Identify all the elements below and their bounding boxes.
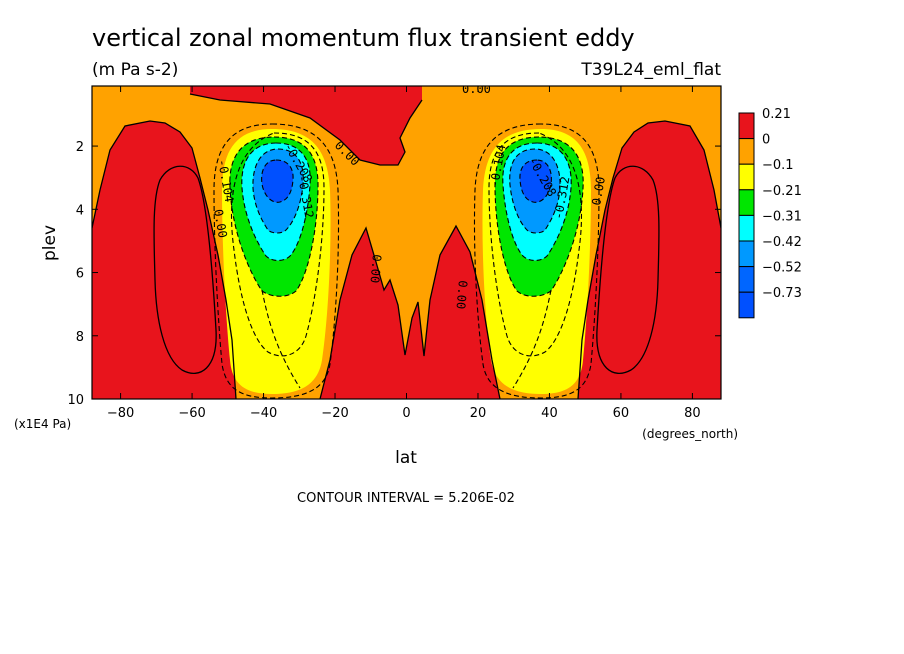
colorbar-label: 0.21 — [762, 107, 791, 122]
contour-neg-right-5 — [509, 148, 561, 234]
contour-neg-right-2 — [488, 132, 583, 357]
contour-label: 0.00 — [462, 82, 491, 96]
lobe-left-deep — [261, 160, 294, 203]
colorbar-label: −0.73 — [762, 286, 802, 301]
x-tick-label: 80 — [684, 406, 701, 421]
colorbar-swatch — [738, 240, 755, 268]
contour-neg-left-7 — [261, 289, 301, 389]
colorbar-swatch — [738, 266, 755, 293]
contour-zero-top — [189, 93, 423, 166]
x-axis-units: (degrees_north) — [642, 427, 738, 441]
contour-neg-left-3 — [229, 136, 319, 297]
colorbar: 0.21 0 −0.1 −0.21 −0.31 −0.42 −0.52 −0.73 — [738, 107, 802, 319]
colorbar-label: −0.52 — [762, 261, 802, 276]
colorbar-label: −0.21 — [762, 184, 802, 199]
y-tick-label: 4 — [76, 203, 84, 218]
contour-inner-left — [153, 165, 217, 375]
contour-neg-right-3 — [494, 136, 584, 297]
contour-zero-left — [92, 120, 237, 399]
region-positive-left — [92, 121, 236, 399]
colorbar-label: −0.42 — [762, 235, 802, 250]
x-tick-label: 20 — [470, 406, 487, 421]
contour-label: 0.00 — [453, 280, 469, 310]
x-tick-label: −20 — [321, 406, 348, 421]
x-tick-label: 0 — [402, 406, 410, 421]
region-positive-top — [190, 86, 422, 165]
contour-neg-left-6 — [261, 159, 294, 203]
colorbar-swatch — [738, 138, 755, 165]
chart-units: (m Pa s-2) — [92, 60, 178, 80]
chart-title: vertical zonal momentum flux transient e… — [92, 24, 635, 52]
y-tick-label: 10 — [67, 393, 84, 408]
y-axis-label: plev — [40, 225, 60, 261]
colorbar-swatch — [738, 112, 755, 140]
x-tick-label: −80 — [107, 406, 134, 421]
contour-inner-right — [596, 165, 660, 375]
colorbar-swatch — [738, 214, 755, 242]
contour-label: 0.00 — [367, 254, 383, 284]
x-tick-label: −60 — [178, 406, 205, 421]
x-tick-label: 40 — [541, 406, 558, 421]
lobe-right-deep — [519, 160, 552, 203]
contour-neg-left-1 — [213, 123, 340, 399]
x-axis-label: lat — [395, 448, 417, 468]
contour-center — [319, 224, 501, 399]
contour-neg-right-7 — [512, 289, 552, 389]
region-positive-center — [320, 226, 500, 399]
y-tick-label: 6 — [76, 267, 84, 282]
colorbar-label: −0.1 — [762, 158, 794, 173]
contour-interval-note: CONTOUR INTERVAL = 5.206E-02 — [297, 491, 515, 506]
y-axis-units: (x1E4 Pa) — [14, 417, 71, 431]
x-axis: −80 −60 −40 −20 0 20 40 60 80 — [107, 86, 701, 421]
region-positive-right — [578, 121, 721, 399]
contour-zero-right — [577, 120, 721, 399]
contour-neg-left-5 — [252, 148, 304, 234]
colorbar-swatch — [738, 291, 755, 319]
y-tick-label: 8 — [76, 330, 84, 345]
contour-neg-right-1 — [473, 123, 600, 399]
y-tick-label: 2 — [76, 140, 84, 155]
y-axis: 2 4 6 8 10 — [67, 140, 721, 408]
contour-neg-right-6 — [519, 159, 552, 203]
x-tick-label: −40 — [250, 406, 277, 421]
run-label: T39L24_eml_flat — [580, 60, 721, 80]
plot-area: 0.00 -0.104 -0.208 -0.312 0.00 -0.104 -0… — [92, 82, 721, 399]
colorbar-label: 0 — [762, 133, 770, 148]
colorbar-swatch — [738, 189, 755, 216]
colorbar-swatch — [738, 163, 755, 191]
contour-neg-left-2 — [230, 132, 325, 357]
contour-label: 0.00 — [589, 176, 608, 207]
x-tick-label: 60 — [613, 406, 630, 421]
colorbar-label: −0.31 — [762, 209, 802, 224]
contour-label: 0.00 — [211, 208, 230, 239]
